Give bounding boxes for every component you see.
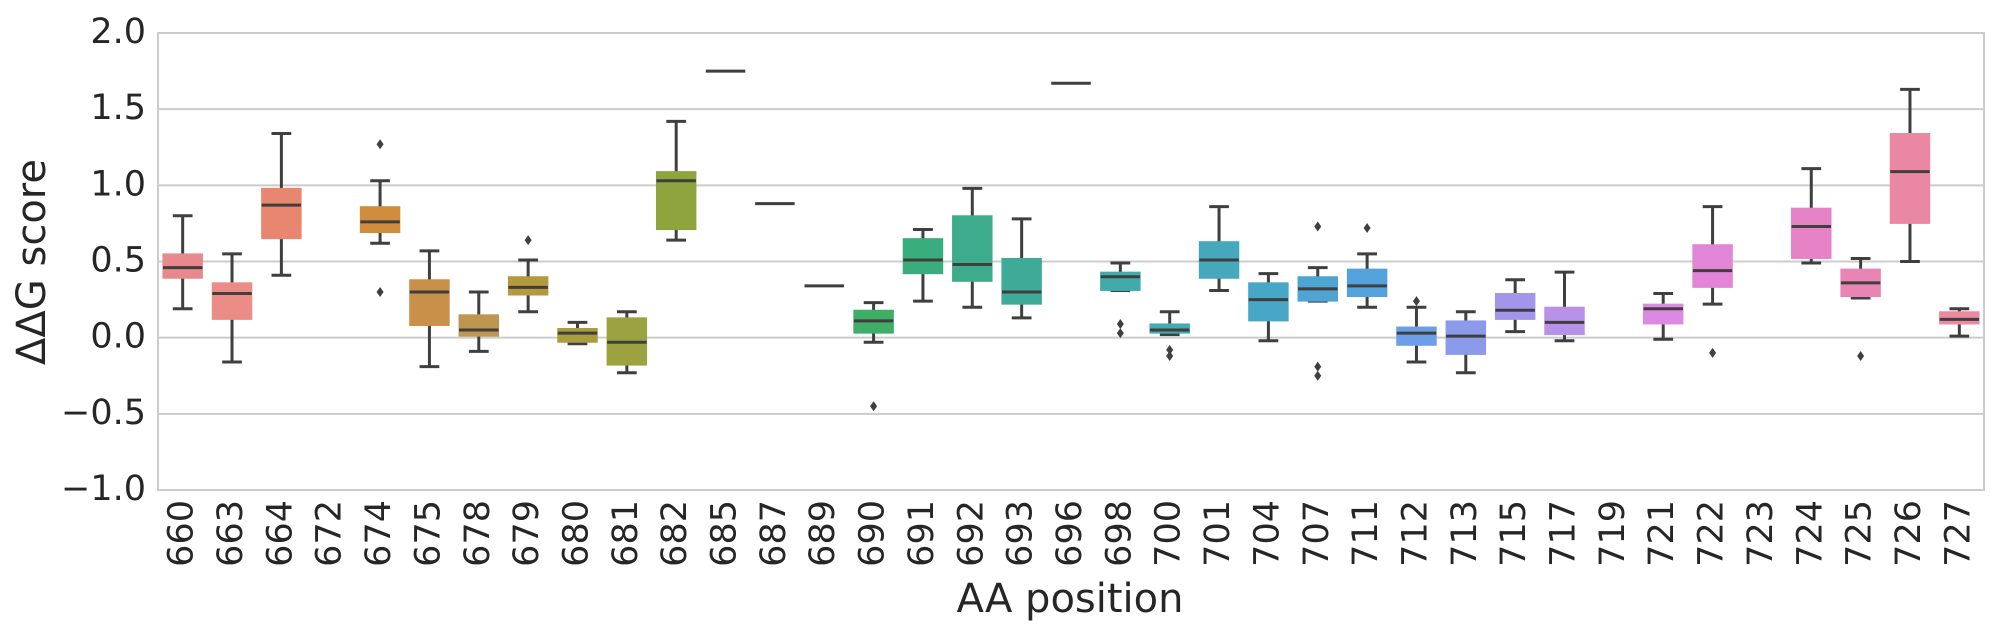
- x-tick-label: 672: [310, 500, 350, 567]
- x-tick-label: 727: [1938, 500, 1978, 567]
- outlier: [1314, 370, 1322, 381]
- box: [1791, 207, 1832, 259]
- x-tick-label: 723: [1741, 500, 1781, 567]
- outlier: [1116, 328, 1124, 339]
- box: [1889, 133, 1931, 224]
- box: [1346, 268, 1388, 298]
- x-tick-label: 663: [211, 500, 251, 567]
- x-tick-label: 725: [1840, 500, 1880, 567]
- x-tick-label: 722: [1692, 500, 1732, 567]
- outlier: [1166, 344, 1174, 355]
- y-tick-label: 2.0: [90, 12, 146, 52]
- x-tick-label: 664: [260, 500, 300, 567]
- x-tick-label: 721: [1642, 500, 1682, 567]
- y-tick-label: −0.5: [61, 393, 146, 433]
- box: [1692, 244, 1733, 288]
- x-tick-label: 700: [1149, 500, 1189, 567]
- x-tick-label: 690: [853, 500, 893, 567]
- box: [1248, 282, 1289, 322]
- x-axis-title: AA position: [957, 576, 1184, 622]
- x-tick-label: 660: [162, 500, 202, 567]
- x-tick-label: 715: [1494, 500, 1534, 567]
- box: [902, 238, 944, 275]
- x-tick-label: 712: [1395, 500, 1435, 567]
- y-axis-title: ΔΔG score: [9, 159, 55, 365]
- box: [1100, 271, 1141, 291]
- box: [1494, 292, 1536, 320]
- x-tick-label: 681: [606, 500, 646, 567]
- outlier: [376, 139, 384, 150]
- outlier: [524, 235, 532, 246]
- outlier: [1857, 350, 1865, 361]
- box: [261, 187, 302, 240]
- x-tick-label: 682: [655, 500, 695, 567]
- outlier: [1709, 347, 1717, 358]
- x-tick-label: 692: [951, 500, 991, 567]
- outlier: [1363, 222, 1371, 233]
- box: [1149, 323, 1190, 334]
- outlier: [1412, 296, 1420, 307]
- y-tick-label: 0.5: [90, 241, 146, 281]
- outlier: [1166, 350, 1174, 361]
- box: [1939, 311, 1980, 325]
- x-tick-label: 701: [1198, 500, 1238, 567]
- y-tick-label: 1.5: [90, 88, 146, 128]
- x-tick-label: 711: [1346, 500, 1386, 567]
- x-tick-label: 674: [359, 500, 399, 567]
- box: [1642, 303, 1684, 325]
- y-tick-label: 1.0: [90, 164, 146, 204]
- x-tick-label: 680: [556, 500, 596, 567]
- outlier: [376, 286, 384, 297]
- x-tick-label: 696: [1050, 500, 1090, 567]
- x-tick-label: 675: [408, 500, 448, 567]
- x-tick-label: 726: [1889, 500, 1929, 567]
- x-tick-label: 687: [754, 500, 794, 567]
- y-tick-label: 0.0: [90, 317, 146, 357]
- box: [1544, 306, 1585, 336]
- x-tick-label: 717: [1544, 500, 1584, 567]
- outlier: [1116, 318, 1124, 329]
- box: [1396, 326, 1437, 346]
- x-tick-label: 685: [705, 500, 745, 567]
- x-tick-label: 698: [1099, 500, 1139, 567]
- box: [359, 206, 401, 234]
- box: [1001, 257, 1042, 305]
- outlier: [870, 401, 878, 412]
- plot-frame: [157, 32, 1985, 491]
- x-tick-label: 678: [458, 500, 498, 567]
- box: [211, 282, 253, 320]
- x-tick-label: 719: [1593, 500, 1633, 567]
- x-tick-label: 689: [803, 500, 843, 567]
- x-tick-label: 693: [1001, 500, 1041, 567]
- x-tick-label: 724: [1790, 500, 1830, 567]
- box: [507, 276, 549, 296]
- box: [162, 253, 203, 279]
- box: [409, 279, 450, 326]
- y-tick-label: −1.0: [61, 469, 146, 509]
- box: [1445, 320, 1487, 355]
- x-tick-label: 691: [902, 500, 942, 567]
- x-tick-label: 707: [1297, 500, 1337, 567]
- x-tick-label: 713: [1445, 500, 1485, 567]
- box: [458, 314, 500, 337]
- box: [952, 215, 993, 282]
- x-tick-label: 679: [507, 500, 547, 567]
- outlier: [1314, 361, 1322, 372]
- box: [557, 328, 598, 343]
- outlier: [1314, 221, 1322, 232]
- x-tick-label: 704: [1247, 500, 1287, 567]
